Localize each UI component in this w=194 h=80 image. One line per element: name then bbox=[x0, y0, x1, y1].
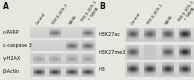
Text: TRX-E-009–1: TRX-E-009–1 bbox=[52, 3, 69, 25]
Text: H3K27me3: H3K27me3 bbox=[99, 50, 126, 55]
Text: c-caspase 3: c-caspase 3 bbox=[3, 43, 31, 48]
Text: B: B bbox=[99, 2, 105, 11]
Text: TRX-E-009–1: TRX-E-009–1 bbox=[147, 3, 164, 25]
Text: γ-H2AX: γ-H2AX bbox=[3, 56, 21, 61]
Text: Control: Control bbox=[35, 11, 47, 25]
Text: Control: Control bbox=[130, 11, 141, 25]
Text: SAHA: SAHA bbox=[164, 14, 173, 25]
Text: SAHA: SAHA bbox=[68, 14, 77, 25]
Text: A: A bbox=[3, 2, 9, 11]
Text: β-Actin: β-Actin bbox=[3, 69, 20, 74]
Text: H3: H3 bbox=[99, 67, 105, 72]
Text: TRX-E-009–1
+ SAHA: TRX-E-009–1 + SAHA bbox=[178, 0, 194, 25]
Text: c-PARP: c-PARP bbox=[3, 30, 19, 35]
Text: TRX-E-009–1
+ SAHA: TRX-E-009–1 + SAHA bbox=[81, 0, 102, 25]
Text: H3K27ac: H3K27ac bbox=[99, 32, 120, 37]
